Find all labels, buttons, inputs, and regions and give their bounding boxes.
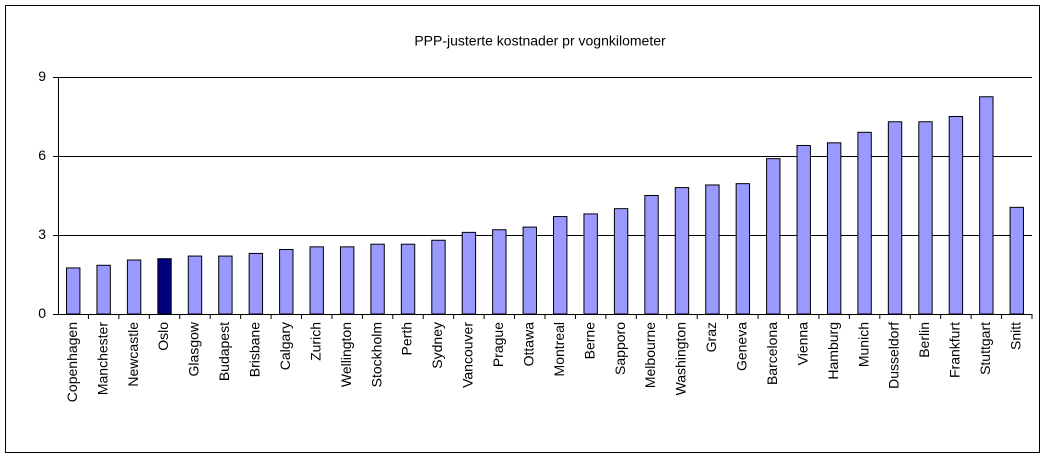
x-tick-label: Oslo — [155, 322, 171, 351]
bar — [218, 255, 233, 315]
bar — [553, 216, 568, 315]
y-tick-label: 9 — [38, 68, 46, 84]
bar — [522, 226, 537, 315]
bar — [370, 243, 385, 315]
bar — [979, 96, 994, 315]
bar — [96, 264, 111, 315]
x-tick-label: Melbourne — [642, 322, 658, 388]
x-tick-label: Frankfurt — [947, 322, 963, 378]
x-tick-label: Sapporo — [612, 322, 628, 375]
x-tick-label: Berne — [581, 322, 597, 360]
bar — [248, 252, 264, 315]
bar — [157, 258, 172, 315]
x-tick-label: Brisbane — [247, 322, 263, 377]
x-tick-label: Zurich — [307, 322, 323, 361]
y-tick-label: 3 — [38, 226, 46, 242]
bar — [187, 255, 203, 315]
x-tick-label: Munich — [855, 322, 871, 367]
x-tick-label: Snitt — [1007, 322, 1023, 350]
bar — [796, 144, 811, 315]
bar — [674, 187, 690, 315]
bar — [583, 213, 598, 315]
bar — [705, 184, 720, 315]
x-tick-label: Budapest — [216, 322, 232, 381]
bar — [918, 121, 933, 315]
bar — [613, 208, 629, 315]
bar — [887, 121, 903, 315]
bar — [948, 116, 964, 315]
x-tick-label: Prague — [490, 322, 506, 367]
bar — [826, 142, 842, 315]
y-tick-label: 0 — [38, 305, 46, 321]
chart-border — [5, 5, 1040, 453]
x-tick-label: Dusseldorf — [886, 322, 902, 389]
x-tick-label: Ottawa — [520, 322, 536, 367]
x-tick-label: Hamburg — [825, 322, 841, 380]
bar — [279, 248, 294, 315]
bar — [644, 195, 659, 315]
x-tick-label: Wellington — [338, 322, 354, 387]
x-tick-label: Newcastle — [125, 322, 141, 387]
bar — [857, 131, 872, 315]
bar — [66, 267, 81, 315]
bar — [309, 246, 324, 315]
x-tick-label: Perth — [399, 322, 415, 355]
bar — [735, 183, 751, 315]
y-tick-label: 6 — [38, 147, 46, 163]
x-tick-label: Manchester — [94, 322, 110, 395]
bar — [461, 231, 477, 315]
bar — [1009, 206, 1024, 315]
x-tick-label: Montreal — [551, 322, 567, 376]
x-tick-label: Stockholm — [368, 322, 384, 387]
x-tick-label: Stuttgart — [977, 322, 993, 375]
x-tick-label: Sydney — [429, 322, 445, 369]
bar — [400, 243, 416, 315]
x-tick-label: Vancouver — [460, 322, 476, 388]
bar — [339, 246, 355, 315]
chart-title: PPP-justerte kostnader pr vognkilometer — [414, 33, 666, 49]
x-tick-label: Geneva — [734, 322, 750, 371]
bar — [766, 158, 781, 315]
x-tick-label: Calgary — [277, 322, 293, 370]
bar — [431, 239, 446, 315]
bar — [492, 229, 507, 315]
x-tick-label: Graz — [703, 322, 719, 352]
x-tick-label: Barcelona — [764, 322, 780, 385]
x-tick-label: Copenhagen — [64, 322, 80, 402]
x-tick-label: Washington — [673, 322, 689, 395]
x-tick-label: Glasgow — [186, 321, 202, 376]
x-tick-label: Vienna — [794, 322, 810, 366]
x-tick-label: Berlin — [916, 322, 932, 358]
bar — [126, 259, 142, 315]
